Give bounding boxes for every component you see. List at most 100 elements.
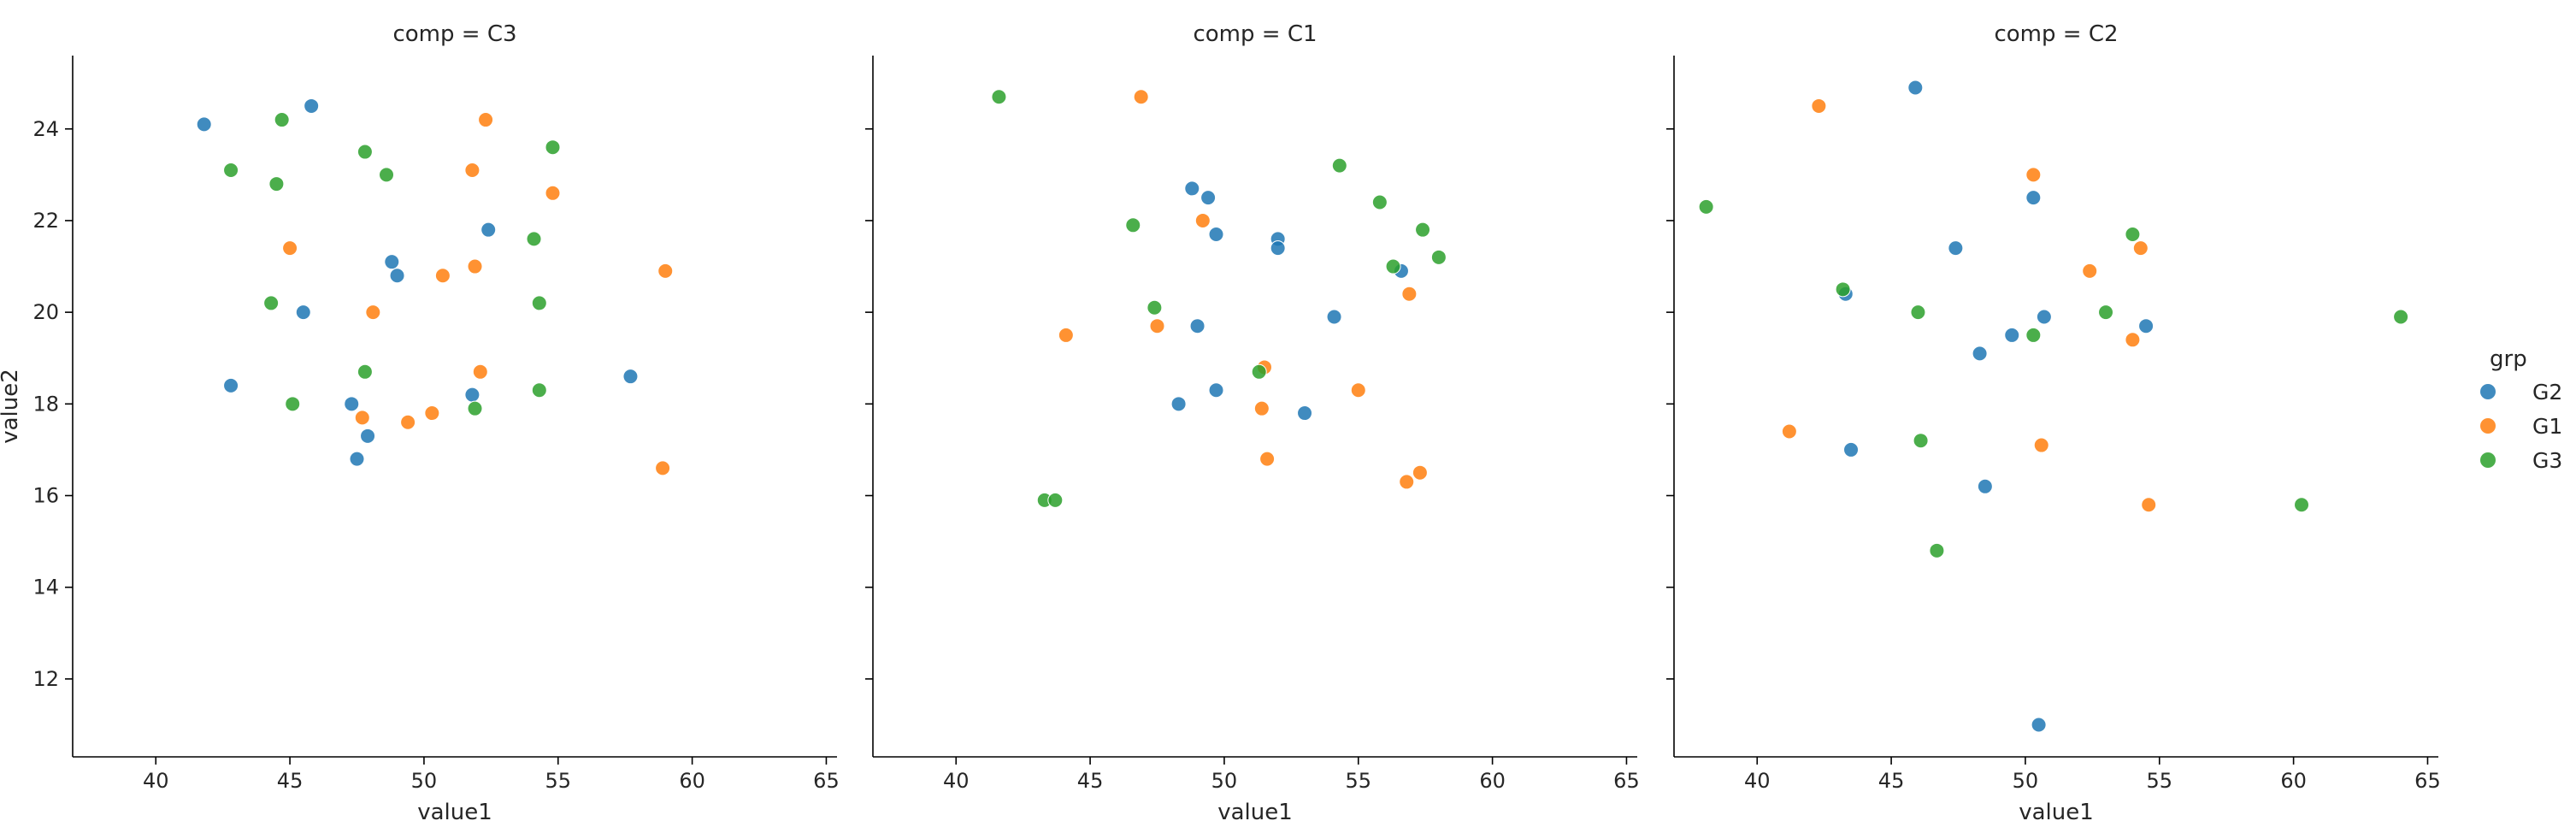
point-g3 <box>379 167 395 183</box>
x-tick-label: 40 <box>143 769 169 793</box>
point-g2 <box>1208 382 1224 399</box>
point-g3 <box>545 139 561 156</box>
x-axis-label: value1 <box>2019 800 2094 821</box>
point-g2 <box>1297 405 1313 422</box>
point-g2 <box>344 396 360 412</box>
legend-entry: G1 <box>2480 414 2562 439</box>
point-g1 <box>467 258 483 275</box>
point-g1 <box>1399 474 1415 490</box>
point-g2 <box>1948 240 1964 257</box>
point-g3 <box>285 396 301 412</box>
point-g1 <box>1781 423 1797 440</box>
point-g3 <box>2098 304 2114 321</box>
point-g3 <box>1125 217 1141 233</box>
point-g3 <box>526 231 542 247</box>
point-g3 <box>1835 281 1851 298</box>
y-tick-label: 12 <box>32 667 59 691</box>
legend-label: G1 <box>2532 414 2562 439</box>
y-tick-label: 24 <box>32 117 59 141</box>
point-g2 <box>384 254 400 270</box>
point-g2 <box>1208 227 1224 243</box>
point-g2 <box>360 428 376 444</box>
point-g2 <box>2036 309 2052 325</box>
point-g1 <box>424 405 440 422</box>
point-g2 <box>2025 190 2042 206</box>
x-tick-label: 65 <box>2414 769 2441 793</box>
legend-marker <box>2480 384 2496 399</box>
point-g2 <box>223 377 239 393</box>
point-g1 <box>282 240 298 257</box>
point-g1 <box>655 460 671 476</box>
point-g1 <box>2125 332 2141 348</box>
point-g1 <box>1350 382 1366 399</box>
y-tick-label: 14 <box>32 576 59 600</box>
x-tick-label: 45 <box>1878 769 1905 793</box>
point-g1 <box>2033 437 2049 453</box>
point-g2 <box>622 369 639 385</box>
point-g3 <box>223 162 239 178</box>
point-g3 <box>1698 198 1714 215</box>
x-tick-label: 60 <box>1479 769 1506 793</box>
facet-panels: comp = C3 40 45 50 55 60 65 12 14 16 18 20 22 24 value… <box>0 21 2441 821</box>
point-g2 <box>1907 80 1924 96</box>
point-g2 <box>1270 240 1286 257</box>
point-g2 <box>2004 327 2020 343</box>
facet-title: comp = C1 <box>1193 21 1317 47</box>
x-tick-label: 50 <box>1211 769 1238 793</box>
point-g3 <box>274 112 290 128</box>
facet-title: comp = C2 <box>1994 21 2118 47</box>
point-g2 <box>2138 318 2155 334</box>
point-g3 <box>467 400 483 416</box>
legend-marker <box>2480 452 2496 468</box>
legend-entry: G2 <box>2480 380 2562 405</box>
legend-title: grp <box>2490 346 2527 372</box>
point-g2 <box>304 97 320 114</box>
x-tick-label: 65 <box>1613 769 1640 793</box>
point-g1 <box>464 162 480 178</box>
point-g3 <box>1910 304 1926 321</box>
point-g3 <box>1430 249 1447 265</box>
legend-label: G2 <box>2532 380 2562 405</box>
legend-label: G3 <box>2532 448 2562 473</box>
point-g1 <box>472 363 488 380</box>
point-g3 <box>263 295 280 311</box>
point-g3 <box>1371 194 1388 210</box>
x-tick-label: 65 <box>813 769 840 793</box>
point-g1 <box>478 112 494 128</box>
y-tick-label: 16 <box>32 484 59 508</box>
point-g2 <box>349 451 365 467</box>
point-g3 <box>357 144 373 160</box>
x-tick-label: 55 <box>1345 769 1371 793</box>
point-g2 <box>480 221 497 238</box>
point-g3 <box>1047 492 1064 508</box>
point-g1 <box>545 185 561 201</box>
point-g1 <box>657 263 674 279</box>
point-g3 <box>268 176 285 192</box>
point-g1 <box>1811 97 1827 114</box>
point-g1 <box>2082 263 2098 279</box>
point-g3 <box>1331 157 1347 174</box>
point-g2 <box>1843 441 1860 458</box>
point-g3 <box>1147 299 1163 316</box>
point-g2 <box>1326 309 1342 325</box>
point-g1 <box>1149 318 1165 334</box>
x-tick-label: 60 <box>679 769 705 793</box>
x-axis-label: value1 <box>1217 800 1293 821</box>
point-g2 <box>389 268 405 284</box>
facet-panel-1: comp = C3 40 45 50 55 60 65 12 14 16 18 20 22 24 value… <box>32 21 839 821</box>
x-tick-label: 55 <box>2146 769 2172 793</box>
facet-title: comp = C3 <box>392 21 516 47</box>
point-g3 <box>2393 309 2409 325</box>
x-tick-label: 45 <box>1077 769 1104 793</box>
y-tick-label: 20 <box>32 300 59 324</box>
point-g2 <box>1170 396 1187 412</box>
point-g3 <box>1385 258 1401 275</box>
point-g1 <box>365 304 381 321</box>
y-axis-label: value2 <box>0 369 23 444</box>
point-g3 <box>1913 433 1929 449</box>
point-g1 <box>1194 212 1211 228</box>
point-g2 <box>1972 346 1988 362</box>
x-tick-label: 50 <box>2013 769 2039 793</box>
point-g1 <box>400 414 416 430</box>
point-g3 <box>2125 227 2141 243</box>
